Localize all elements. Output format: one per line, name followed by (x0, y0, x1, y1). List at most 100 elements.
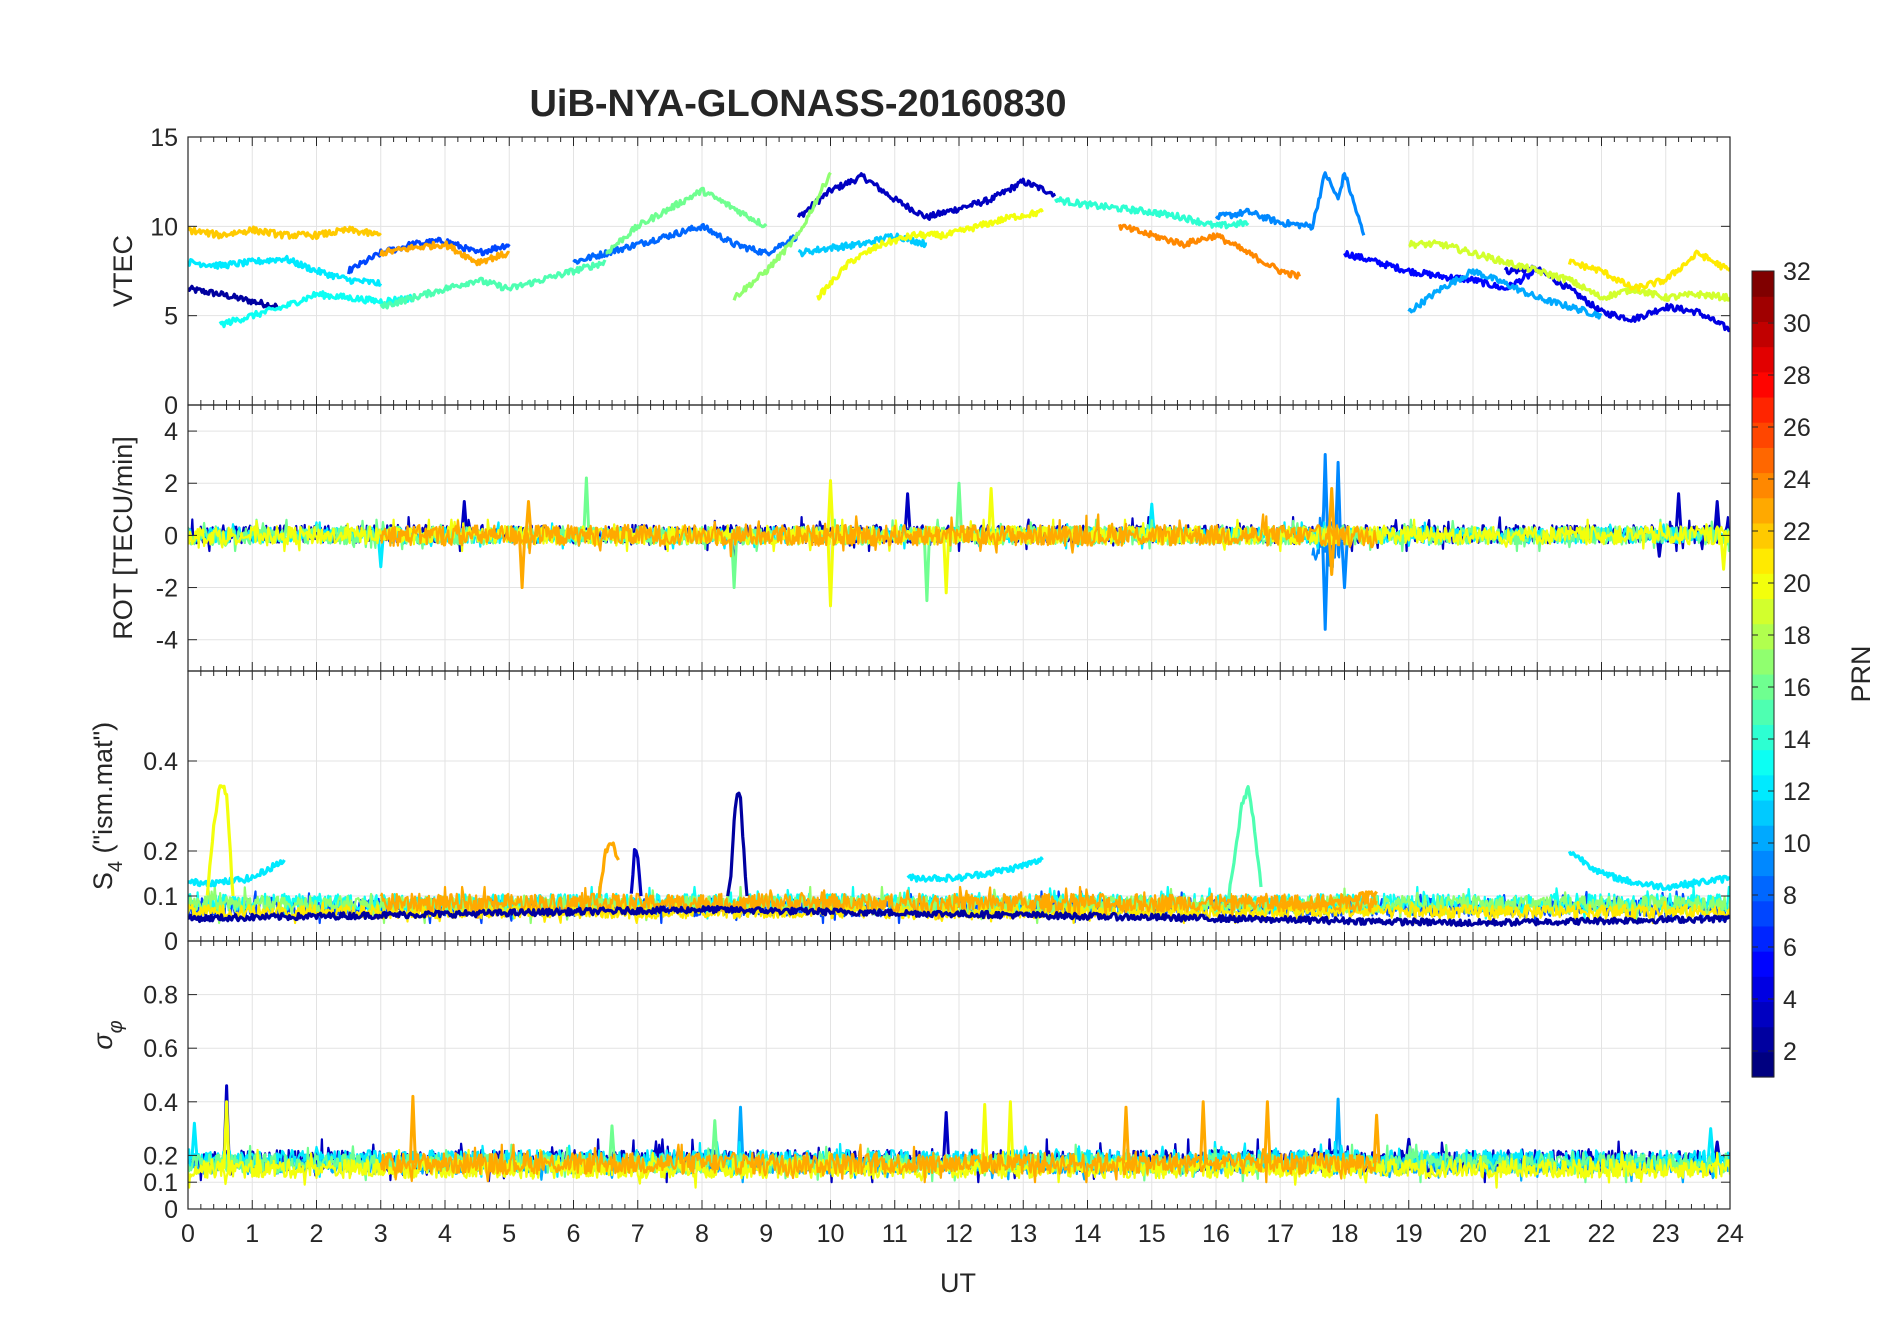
colorbar-swatch (1752, 472, 1774, 499)
y-tick-label: 0.2 (143, 1142, 178, 1170)
series-prn-10 (1407, 268, 1603, 320)
spike-prn-23 (1372, 1113, 1381, 1164)
x-tick-label: 12 (945, 1220, 973, 1248)
colorbar-swatch (1752, 749, 1774, 776)
series-prn-20 (205, 784, 235, 897)
spike-prn-23 (1199, 1100, 1208, 1164)
colorbar-swatch (1752, 850, 1774, 877)
series-prn-17 (732, 171, 832, 301)
y-tick-label: 0 (164, 522, 178, 550)
x-tick-label: 23 (1652, 1220, 1680, 1248)
series-prn-13 (218, 290, 415, 329)
x-tick-label: 10 (817, 1220, 845, 1248)
colorbar-tick-label: 4 (1783, 986, 1797, 1014)
y-tick-label: 10 (150, 213, 178, 241)
y-axis-label: σφ (88, 1020, 127, 1049)
series-prn-3 (629, 847, 643, 897)
chart-title: UiB-NYA-GLONASS-20160830 (529, 83, 1066, 125)
x-tick-label: 8 (695, 1220, 709, 1248)
y-axis-label: S4 ("ism.mat") (88, 722, 127, 890)
colorbar-tick-label: 16 (1783, 674, 1811, 702)
spike-prn-20 (222, 1100, 231, 1169)
spike-prn-23 (518, 535, 527, 589)
y-tick-label: -2 (156, 575, 178, 603)
colorbar-tick-label: 8 (1783, 882, 1797, 910)
colorbar-swatch (1752, 1001, 1774, 1028)
spike-prn-16 (954, 481, 964, 536)
colorbar-tick-label: 24 (1783, 466, 1811, 494)
spike-prn-12 (1147, 502, 1156, 536)
plot-area (188, 453, 1730, 631)
x-tick-label: 24 (1716, 1220, 1744, 1248)
panel-s4: 0 0.1 0.2 0.4 S4 ("ism.mat") (88, 670, 1731, 956)
colorbar-swatch (1752, 648, 1774, 675)
series-prn-20 (816, 208, 1044, 301)
x-tick-label: 22 (1588, 1220, 1616, 1248)
plot-area (188, 784, 1730, 928)
colorbar-swatch (1752, 925, 1774, 952)
y-axis-label: VTEC (108, 235, 138, 307)
x-tick-label: 21 (1523, 1220, 1551, 1248)
colorbar-swatch (1752, 271, 1774, 297)
colorbar-swatch (1752, 346, 1774, 373)
panel-rot: -4 -2 0 2 4 ROT [TECU/min] (108, 404, 1731, 672)
colorbar-swatch (1752, 1026, 1774, 1053)
colorbar-swatch (1752, 296, 1774, 322)
spike-prn-23 (524, 500, 533, 536)
x-tick-label: 2 (310, 1220, 324, 1248)
colorbar-swatch (1752, 774, 1774, 801)
colorbar-swatch (1752, 497, 1774, 524)
series-prn-23 (597, 841, 620, 899)
colorbar-tick-label: 20 (1783, 570, 1811, 598)
colorbar-swatch (1752, 674, 1774, 700)
x-tick-label: 19 (1395, 1220, 1423, 1248)
x-tick-label: 9 (759, 1220, 773, 1248)
y-tick-label: 0 (164, 928, 178, 956)
y-tick-label: 0.4 (143, 748, 178, 776)
spike-prn-23 (1122, 1105, 1131, 1164)
spike-prn-20 (1719, 535, 1728, 571)
x-tick-label: 15 (1138, 1220, 1166, 1248)
colorbar-tick-label: 6 (1783, 934, 1797, 962)
series-prn-8 (572, 222, 800, 265)
y-tick-label: 0.8 (143, 982, 178, 1010)
colorbar-swatch (1752, 699, 1774, 725)
spike-prn-20 (826, 535, 835, 608)
spike-prn-23 (1263, 1100, 1272, 1164)
x-tick-label: 1 (245, 1220, 259, 1248)
series-prn-3 (796, 172, 1057, 221)
spike-prn-16 (608, 1124, 617, 1164)
colorbar-tick-label: 32 (1783, 258, 1811, 286)
spike-prn-9 (1321, 453, 1330, 542)
spike-prn-3 (1713, 500, 1722, 535)
series-prn-15 (379, 259, 607, 310)
x-tick-label: 18 (1331, 1220, 1359, 1248)
series-prn-15 (1227, 784, 1263, 899)
colorbar-tick-label: 28 (1783, 362, 1811, 390)
colorbar-swatch (1752, 321, 1774, 348)
x-ticks (187, 405, 1731, 671)
colorbar-swatch (1752, 875, 1774, 902)
colorbar-swatch (1752, 371, 1774, 398)
y-tick-label: -4 (156, 627, 178, 655)
series-prn-23-band (379, 885, 1378, 920)
series-prn-22 (188, 225, 382, 240)
plot-area (188, 1084, 1730, 1189)
colorbar-swatch (1752, 1051, 1774, 1078)
x-axis-label: UT (940, 1268, 976, 1298)
series-prn-12 (906, 856, 1044, 883)
series-prn-23 (1278, 890, 1378, 910)
series-prn-9 (1214, 171, 1366, 236)
y-tick-label: 2 (164, 470, 178, 498)
colorbar-swatch (1752, 623, 1774, 650)
y-tick-label: 0.1 (143, 883, 178, 911)
series-prn-12 (1567, 850, 1730, 892)
colorbar-tick-label: 10 (1783, 830, 1811, 858)
colorbar-swatch (1752, 976, 1774, 1003)
colorbar-label: PRN (1846, 645, 1876, 702)
spike-prn-20 (1006, 1100, 1015, 1169)
